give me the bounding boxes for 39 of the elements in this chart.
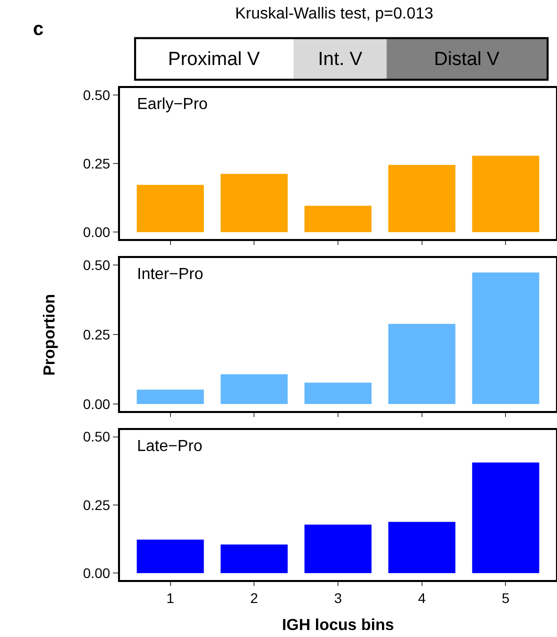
- bar: [388, 522, 456, 574]
- bar: [304, 206, 372, 232]
- y-tick-label: 0.25: [82, 326, 110, 342]
- bar: [472, 156, 540, 232]
- text: Int. V: [318, 49, 363, 70]
- x-tick-label: 3: [334, 590, 342, 606]
- bar: [220, 374, 288, 404]
- text: Inter−Pro: [137, 266, 204, 283]
- text: Proximal V: [168, 49, 260, 70]
- y-tick-label: 0.50: [82, 256, 110, 273]
- bar: [304, 382, 372, 404]
- chart-title: Kruskal-Wallis test, p=0.013: [235, 6, 434, 23]
- x-tick-label: 4: [418, 590, 426, 606]
- bar: [388, 164, 456, 232]
- y-tick-label: 0.00: [82, 224, 110, 240]
- bar: [472, 462, 540, 574]
- bar: [136, 540, 204, 574]
- text: c: [33, 19, 44, 40]
- y-tick-label: 0.50: [82, 428, 110, 445]
- y-tick-label: 0.25: [82, 155, 110, 172]
- bar: [136, 390, 204, 404]
- x-axis-title: IGH locus bins: [282, 617, 394, 634]
- y-tick-label: 0.00: [82, 565, 110, 582]
- x-tick-label: 5: [502, 590, 510, 606]
- x-tick-label: 2: [250, 590, 258, 606]
- bar: [388, 324, 456, 404]
- bar: [220, 544, 288, 574]
- y-tick-label: 0.25: [82, 496, 110, 513]
- bar: [304, 524, 372, 574]
- y-tick-label: 0.00: [82, 396, 110, 412]
- text: Early−Pro: [137, 96, 208, 113]
- y-tick-label: 0.50: [82, 86, 110, 103]
- text: Distal V: [434, 49, 500, 70]
- bar: [472, 272, 540, 404]
- y-axis-title: Proportion: [42, 294, 59, 376]
- bar: [136, 184, 204, 232]
- x-tick-label: 1: [166, 590, 174, 606]
- text: Late−Pro: [137, 438, 202, 455]
- bar: [220, 174, 288, 232]
